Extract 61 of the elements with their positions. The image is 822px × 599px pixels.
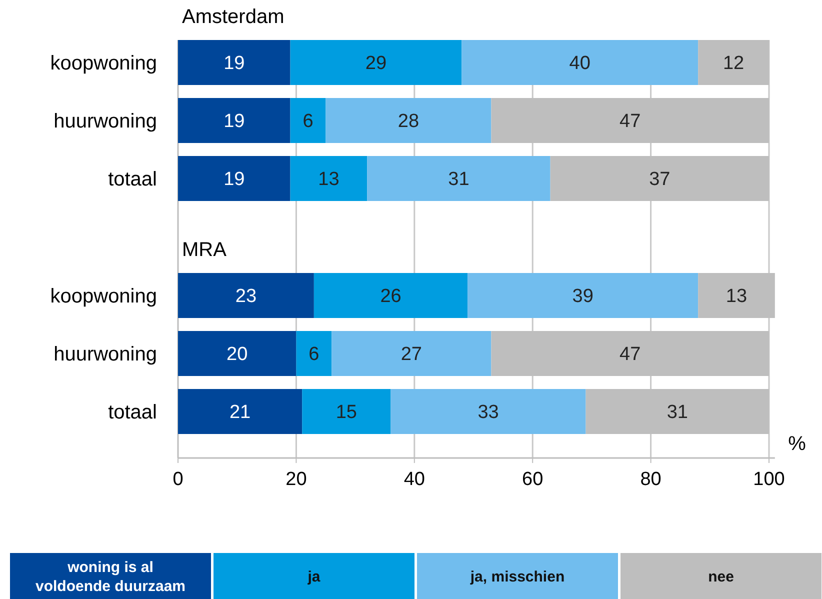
bar [290,40,462,85]
y-tick-label: huurwoning [54,110,157,132]
data-label: 6 [302,111,314,132]
y-tick-label: totaal [108,402,157,424]
data-label: 19 [224,53,245,74]
x-tick-label: 80 [640,469,662,490]
bar [468,273,698,318]
x-tick-label: 40 [404,469,425,490]
data-label: 21 [229,402,251,424]
x-tick-label: 100 [753,469,785,490]
data-label: 26 [380,286,402,308]
data-label: 47 [620,111,641,132]
bar [178,389,302,434]
data-label: 20 [226,344,248,366]
data-label: 12 [722,53,744,74]
data-label: 13 [726,286,748,308]
bar [326,98,492,143]
text: nee [708,568,734,586]
data-label: 33 [478,402,499,424]
bar [296,331,332,376]
y-tick-label: koopwoning [50,52,157,74]
bar [178,331,296,376]
bar [314,273,468,318]
data-label: 28 [398,111,420,132]
data-label: 27 [400,344,422,366]
data-label: 13 [318,169,340,190]
bar [390,389,586,434]
data-label: 47 [620,344,641,366]
data-label: 19 [224,169,245,190]
data-label: 31 [448,169,470,190]
x-tick-label: 0 [172,469,184,490]
bar [302,389,391,434]
data-label: 37 [649,169,670,190]
data-label: 39 [572,286,594,308]
data-label: 19 [224,111,245,132]
bar [290,98,326,143]
y-tick-label: totaal [108,168,157,190]
bar [178,156,290,201]
data-label: 40 [569,53,590,74]
bar [367,156,550,201]
chart-title: Amsterdam [182,6,284,28]
text: woning is al voldoende duurzaam [35,558,186,595]
bar [178,98,290,143]
bar [332,331,492,376]
bar [178,40,290,85]
data-label: 15 [336,402,358,424]
x-tick-label: 60 [522,469,544,490]
chart-title: MRA [182,239,228,261]
bar [290,156,368,201]
y-tick-label: huurwoning [54,344,157,366]
data-label: 31 [666,402,688,424]
data-label: 29 [365,53,387,74]
bar [462,40,698,85]
text: ja, misschien [469,568,565,586]
text: ja [306,568,321,586]
bar [178,273,314,318]
x-tick-label: 20 [286,469,307,490]
data-label: 6 [308,344,320,366]
data-label: 23 [235,286,257,308]
y-tick-label: koopwoning [50,286,157,308]
x-axis-title: % [788,433,806,455]
